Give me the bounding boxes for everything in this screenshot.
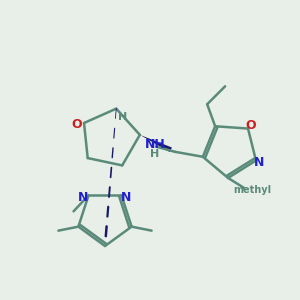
Text: O: O [72, 118, 82, 131]
Polygon shape [140, 135, 172, 152]
Text: NH: NH [145, 138, 165, 151]
Text: methyl: methyl [233, 185, 271, 195]
Text: O: O [246, 119, 256, 132]
Text: H: H [150, 149, 160, 159]
Text: N: N [121, 191, 132, 204]
Text: N: N [78, 191, 89, 204]
Text: N: N [254, 156, 264, 169]
Text: H: H [118, 112, 127, 122]
